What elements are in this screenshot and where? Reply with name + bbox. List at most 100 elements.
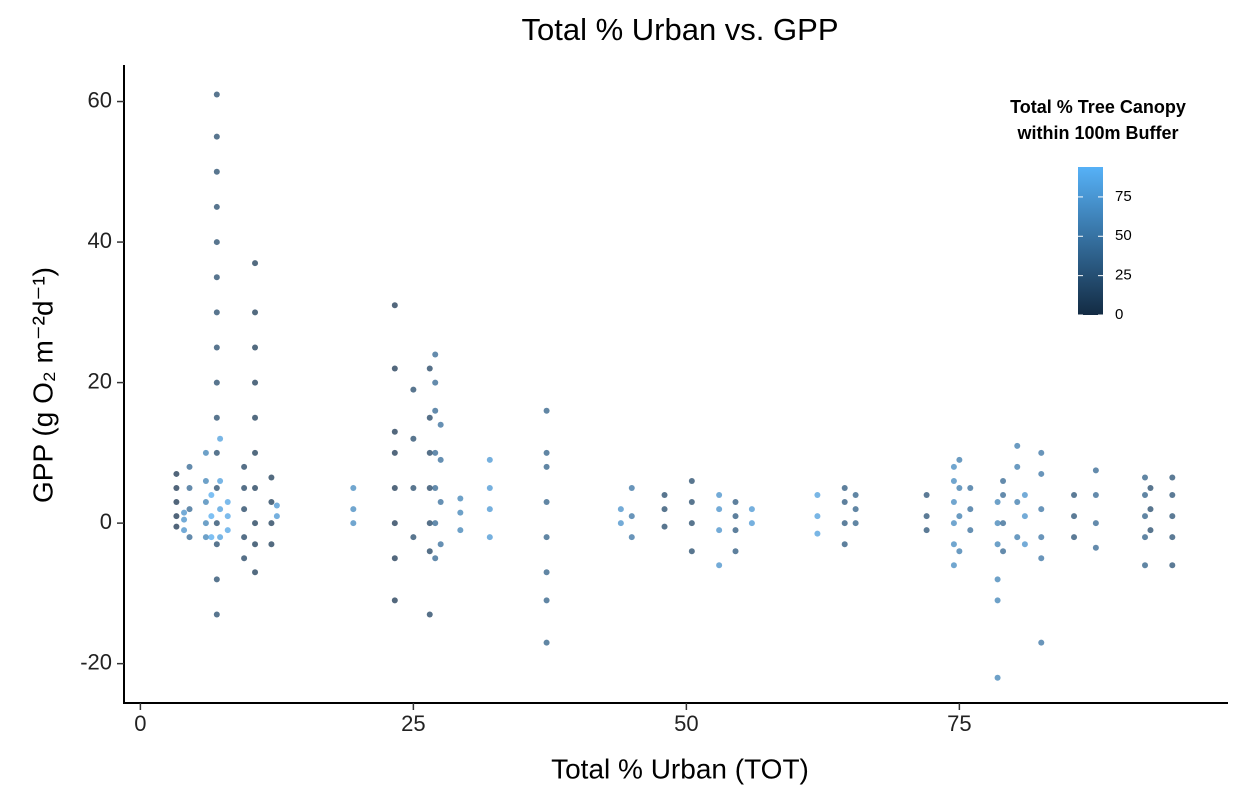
point	[213, 576, 220, 583]
point	[437, 421, 444, 428]
point	[217, 435, 224, 442]
point	[426, 611, 433, 618]
point	[852, 520, 859, 527]
point	[841, 520, 848, 527]
point	[661, 523, 668, 530]
point	[181, 509, 188, 516]
point	[748, 506, 755, 513]
point	[956, 484, 963, 491]
point	[814, 530, 821, 537]
colorbar-tick-label: 25	[1115, 267, 1132, 284]
point	[814, 513, 821, 520]
point	[688, 548, 695, 555]
point	[628, 534, 635, 541]
point	[628, 484, 635, 491]
point	[716, 506, 723, 513]
y-tick-label: 0	[100, 509, 112, 534]
point	[426, 365, 433, 372]
legend-title: Total % Tree Canopy	[1010, 97, 1186, 117]
point	[432, 555, 439, 562]
point	[224, 513, 231, 520]
point	[252, 569, 259, 576]
point	[950, 562, 957, 569]
point	[994, 576, 1001, 583]
point	[841, 484, 848, 491]
point	[852, 506, 859, 513]
point	[224, 499, 231, 506]
point	[350, 506, 357, 513]
point	[1092, 467, 1099, 474]
point	[224, 527, 231, 534]
point	[217, 534, 224, 541]
point	[1092, 492, 1099, 499]
point	[1169, 492, 1176, 499]
point	[1147, 484, 1154, 491]
point	[457, 509, 464, 516]
point	[1014, 499, 1021, 506]
point	[923, 513, 930, 520]
point	[486, 484, 493, 491]
point	[426, 449, 433, 456]
point	[732, 548, 739, 555]
point	[273, 513, 280, 520]
point	[202, 449, 209, 456]
point	[950, 541, 957, 548]
point	[486, 534, 493, 541]
point	[186, 506, 193, 513]
point	[217, 506, 224, 513]
point	[437, 499, 444, 506]
point	[213, 168, 220, 175]
point	[202, 520, 209, 527]
point	[186, 484, 193, 491]
x-tick-label: 25	[401, 711, 425, 736]
point	[1071, 513, 1078, 520]
point	[1071, 534, 1078, 541]
point	[716, 527, 723, 534]
point	[350, 484, 357, 491]
point	[1014, 534, 1021, 541]
point	[716, 492, 723, 499]
point	[241, 534, 248, 541]
y-tick-label: 40	[88, 228, 112, 253]
point	[391, 484, 398, 491]
point	[543, 639, 550, 646]
point	[1142, 474, 1149, 481]
point	[1169, 534, 1176, 541]
point	[1000, 492, 1007, 499]
point	[732, 499, 739, 506]
point	[1142, 534, 1149, 541]
point	[391, 555, 398, 562]
point	[617, 506, 624, 513]
point	[1038, 534, 1045, 541]
point	[841, 499, 848, 506]
point	[1014, 463, 1021, 470]
point	[410, 534, 417, 541]
point	[1000, 548, 1007, 555]
point	[628, 513, 635, 520]
point	[543, 407, 550, 414]
y-tick-label: 60	[88, 87, 112, 112]
point	[213, 239, 220, 246]
point	[432, 379, 439, 386]
point	[213, 449, 220, 456]
point	[432, 351, 439, 358]
point	[457, 495, 464, 502]
colorbar-tick-label: 0	[1115, 306, 1123, 323]
point	[432, 407, 439, 414]
point	[213, 309, 220, 316]
point	[967, 506, 974, 513]
point	[688, 520, 695, 527]
point	[426, 548, 433, 555]
point	[1021, 541, 1028, 548]
point	[1038, 555, 1045, 562]
point	[202, 477, 209, 484]
point	[213, 541, 220, 548]
point	[208, 513, 215, 520]
point	[391, 302, 398, 309]
point	[1014, 442, 1021, 449]
point	[1147, 506, 1154, 513]
point	[457, 527, 464, 534]
point	[852, 492, 859, 499]
chart-title: Total % Urban vs. GPP	[521, 12, 838, 47]
